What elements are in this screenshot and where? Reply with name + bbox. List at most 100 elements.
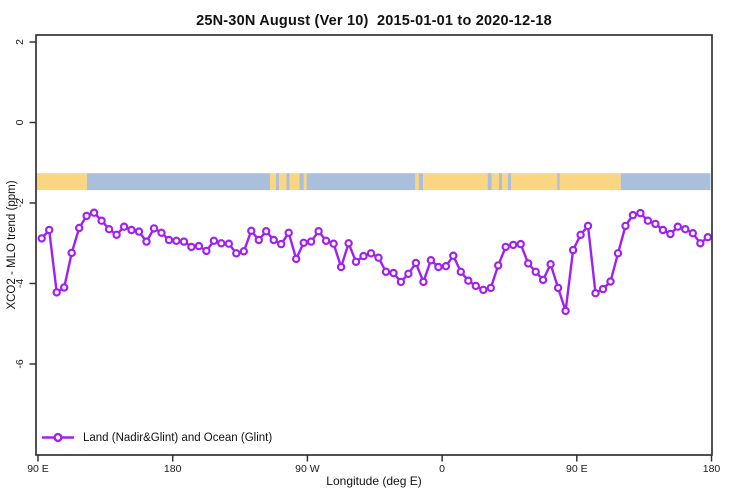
data-point-marker: [262, 226, 271, 236]
legend: Land (Nadir&Glint) and Ocean (Glint): [41, 430, 272, 445]
data-series-line: [40, 211, 709, 313]
data-point-marker: [568, 245, 578, 255]
data-point-marker: [37, 234, 46, 243]
x-tick-label: 90 E: [27, 463, 49, 475]
data-point-marker: [187, 242, 196, 252]
data-point-marker: [217, 239, 226, 248]
data-point-marker: [658, 225, 668, 235]
data-point-marker: [59, 283, 69, 292]
y-tick-label: -6: [14, 359, 26, 368]
surface-band-ocean: [299, 173, 424, 191]
data-point-marker: [254, 235, 263, 245]
data-point-marker: [621, 221, 630, 231]
x-tick-label: 180: [703, 463, 721, 475]
data-point-marker: [404, 269, 413, 278]
x-axis-title: Longitude (deg E): [326, 474, 422, 488]
data-point-marker: [681, 224, 690, 234]
surface-band-ocean: [286, 173, 290, 191]
data-point-marker: [396, 277, 406, 287]
data-point-marker: [666, 229, 675, 239]
data-point-marker: [239, 247, 248, 256]
data-point-marker: [134, 227, 144, 236]
data-point-marker: [172, 236, 181, 245]
surface-band-ocean: [487, 173, 492, 191]
data-point-marker: [209, 236, 219, 245]
data-point-marker: [651, 219, 660, 229]
data-point-marker: [553, 283, 563, 293]
data-point-marker: [531, 267, 540, 276]
data-point-marker: [314, 226, 323, 236]
data-point-marker: [67, 248, 76, 258]
x-tick-label: 180: [164, 463, 182, 475]
data-point-marker: [456, 267, 465, 276]
data-point-marker: [598, 284, 608, 294]
data-point-marker: [479, 285, 488, 295]
data-point-marker: [149, 224, 159, 233]
data-point-marker: [321, 236, 331, 245]
data-point-marker: [643, 216, 653, 225]
data-point-marker: [306, 237, 316, 246]
data-point-marker: [164, 235, 174, 245]
surface-band-ocean: [507, 173, 511, 191]
data-point-marker: [104, 224, 114, 234]
surface-band-land: [269, 173, 300, 191]
y-axis-title: XCO2 - MLO trend (ppm): [6, 180, 18, 310]
data-point-marker: [381, 267, 391, 276]
data-point-marker: [426, 256, 436, 265]
data-point-marker: [351, 257, 361, 266]
surface-band-land: [303, 173, 307, 191]
surface-band-ocean: [86, 173, 270, 191]
data-point-marker: [112, 230, 121, 239]
data-point-marker: [284, 228, 293, 237]
data-point-marker: [486, 283, 495, 293]
data-point-marker: [89, 208, 99, 217]
data-point-marker: [583, 221, 593, 231]
data-point-marker: [247, 226, 256, 235]
x-tick-label: 90 E: [566, 463, 588, 475]
data-point-marker: [52, 288, 61, 297]
legend-label: Land (Nadir&Glint) and Ocean (Glint): [83, 431, 273, 444]
data-point-marker: [471, 281, 480, 291]
data-point-marker: [329, 239, 338, 248]
data-point-marker: [606, 277, 615, 286]
data-point-marker: [441, 262, 451, 271]
data-point-marker: [179, 237, 189, 246]
data-point-marker: [389, 268, 398, 278]
data-point-marker: [336, 262, 346, 272]
data-point-marker: [516, 239, 525, 249]
data-point-marker: [673, 222, 683, 231]
data-point-marker: [45, 225, 54, 235]
data-point-marker: [82, 211, 91, 221]
data-point-marker: [232, 249, 241, 258]
data-point-marker: [509, 240, 518, 250]
data-point-marker: [494, 261, 503, 270]
plot-frame: [35, 34, 713, 456]
data-point-marker: [292, 254, 301, 264]
data-point-marker: [119, 222, 129, 231]
surface-band-land: [415, 173, 419, 191]
x-tick-label: 90 W: [295, 463, 320, 475]
y-tick-label: -4: [14, 279, 26, 288]
data-point-marker: [142, 237, 151, 246]
data-point-marker: [366, 249, 376, 258]
surface-band-ocean: [557, 173, 560, 191]
data-point-marker: [613, 249, 623, 258]
surface-band-ocean: [275, 173, 279, 191]
data-point-marker: [576, 230, 585, 239]
data-point-marker: [546, 260, 555, 269]
data-point-marker: [628, 210, 638, 220]
data-point-marker: [74, 223, 84, 233]
chart-title: 25N-30N August (Ver 10) 2015-01-01 to 20…: [196, 13, 552, 29]
data-point-marker: [501, 242, 510, 252]
surface-band-land: [423, 173, 621, 191]
data-point-marker: [696, 239, 705, 248]
data-point-marker: [591, 289, 600, 298]
data-point-marker: [636, 208, 645, 218]
data-point-marker: [449, 251, 458, 260]
data-point-marker: [224, 239, 233, 248]
legend-line-marker-icon: [42, 432, 74, 443]
surface-band-ocean: [620, 173, 711, 191]
x-tick-label: 0: [439, 463, 445, 475]
data-point-marker: [374, 253, 383, 262]
